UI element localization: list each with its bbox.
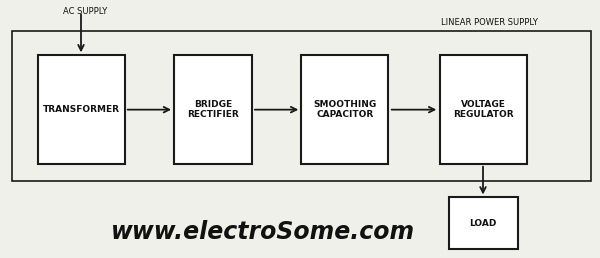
Text: www.electroSome.com: www.electroSome.com — [111, 220, 415, 244]
Text: SMOOTHING
CAPACITOR: SMOOTHING CAPACITOR — [313, 100, 377, 119]
Bar — [449, 197, 517, 249]
Text: VOLTAGE
REGULATOR: VOLTAGE REGULATOR — [452, 100, 514, 119]
Text: LOAD: LOAD — [469, 219, 497, 228]
Bar — [439, 55, 527, 164]
Text: BRIDGE
RECTIFIER: BRIDGE RECTIFIER — [187, 100, 239, 119]
Bar — [12, 31, 591, 181]
Text: LINEAR POWER SUPPLY: LINEAR POWER SUPPLY — [441, 18, 538, 27]
Text: TRANSFORMER: TRANSFORMER — [43, 105, 119, 114]
Bar — [174, 55, 252, 164]
Text: AC SUPPLY: AC SUPPLY — [63, 7, 107, 16]
Bar — [38, 55, 125, 164]
Bar — [301, 55, 389, 164]
